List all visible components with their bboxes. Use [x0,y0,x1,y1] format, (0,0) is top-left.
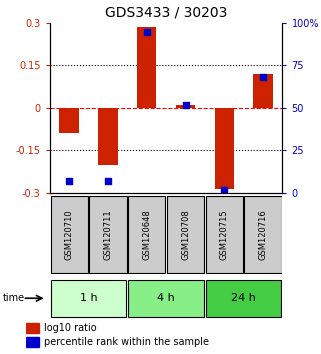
Text: 4 h: 4 h [157,293,175,303]
Bar [253,74,273,108]
Point [222,187,227,192]
Bar [128,280,204,316]
Bar [89,196,126,273]
Text: GSM120708: GSM120708 [181,209,190,260]
Text: 1 h: 1 h [80,293,97,303]
Text: percentile rank within the sample: percentile rank within the sample [44,337,210,347]
Text: 24 h: 24 h [231,293,256,303]
Text: GSM120715: GSM120715 [220,209,229,260]
Text: GSM120648: GSM120648 [142,209,151,260]
Bar [206,196,243,273]
Text: GSM120711: GSM120711 [103,209,112,260]
Bar [206,280,281,316]
Bar [128,196,165,273]
Bar [50,196,88,273]
Point [105,178,110,184]
Text: GSM120716: GSM120716 [259,209,268,260]
Bar [26,337,39,347]
Text: GSM120710: GSM120710 [65,209,74,260]
Bar [51,280,126,316]
Bar [137,27,156,108]
Point [66,178,72,184]
Bar [176,105,195,108]
Point [261,75,266,80]
Title: GDS3433 / 30203: GDS3433 / 30203 [105,5,227,19]
Bar [245,196,282,273]
Bar [215,108,234,189]
Text: time: time [3,293,25,303]
Bar [167,196,204,273]
Point [183,102,188,107]
Bar [59,108,79,133]
Bar [26,323,39,333]
Bar [98,108,117,165]
Point [144,29,149,34]
Text: log10 ratio: log10 ratio [44,323,97,333]
